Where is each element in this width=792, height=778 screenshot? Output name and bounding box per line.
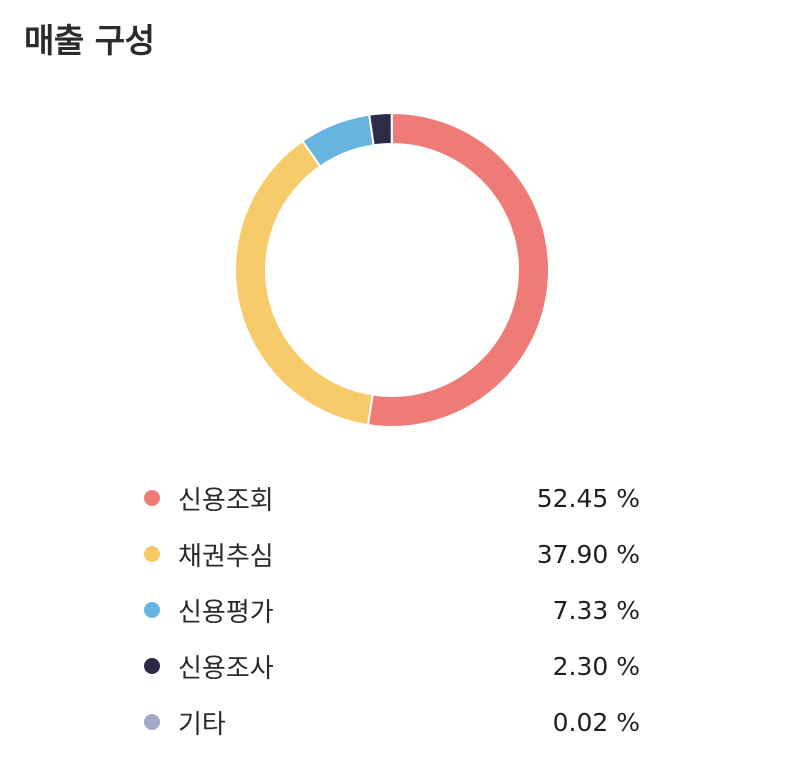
legend-item[interactable]: 채권추심 37.90 % <box>140 526 640 582</box>
chart-title: 매출 구성 <box>24 21 155 60</box>
legend-value: 52.45 % <box>536 483 640 513</box>
legend-label: 신용조회 <box>178 485 274 516</box>
legend-color-dot <box>144 714 160 730</box>
donut-chart <box>234 111 550 428</box>
legend-color-dot <box>144 658 160 674</box>
legend-value: 37.90 % <box>536 539 640 569</box>
legend-item[interactable]: 신용조사 2.30 % <box>140 638 640 694</box>
donut-slices <box>234 111 550 428</box>
legend-label: 신용평가 <box>178 597 274 628</box>
legend: 신용조회 52.45 % 채권추심 37.90 % 신용평가 7.33 % 신용조사 2.30… <box>140 470 640 750</box>
legend-label: 기타 <box>178 709 226 740</box>
legend-value: 2.30 % <box>552 651 640 681</box>
donut-slice-4[interactable] <box>368 112 393 147</box>
legend-color-dot <box>144 490 160 506</box>
legend-item[interactable]: 신용평가 7.33 % <box>140 582 640 638</box>
legend-color-dot <box>144 546 160 562</box>
legend-item[interactable]: 신용조회 52.45 % <box>140 470 640 526</box>
legend-label: 채권추심 <box>178 541 274 572</box>
donut-slice-2[interactable] <box>234 139 374 427</box>
legend-item[interactable]: 기타 0.02 % <box>140 694 640 750</box>
legend-label: 신용조사 <box>178 653 274 684</box>
donut-slice-1[interactable] <box>366 112 550 428</box>
legend-value: 0.02 % <box>552 707 640 737</box>
legend-color-dot <box>144 602 160 618</box>
legend-value: 7.33 % <box>552 595 640 625</box>
